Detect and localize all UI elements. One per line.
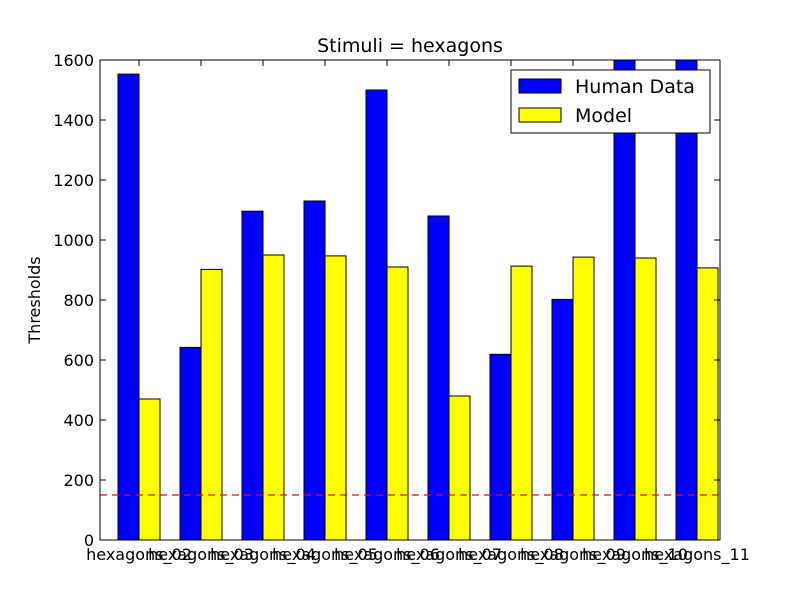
y-tick-label: 600 (63, 351, 94, 370)
bar-model-hexagons_08 (510, 265, 533, 541)
x-tick-label: hexagons_11 (644, 545, 750, 565)
bar-model-hexagons_05 (324, 255, 347, 541)
y-tick-label: 400 (63, 411, 94, 430)
bar-model-hexagons_11 (696, 267, 719, 541)
y-tick-label: 1200 (53, 171, 94, 190)
bar-human-hexagons_02 (117, 73, 140, 541)
bar-human-hexagons_09 (551, 298, 574, 541)
x-tick-label: hexagons_07 (396, 545, 502, 565)
bar-model-hexagons_07 (448, 395, 471, 541)
x-tick-label: hexagons_06 (334, 545, 440, 565)
bar-human-hexagons_07 (427, 215, 450, 541)
bar-model-hexagons_03 (200, 268, 223, 541)
y-axis-label: Thresholds (25, 256, 44, 344)
bar-human-hexagons_05 (303, 200, 326, 541)
bar-human-hexagons_06 (365, 89, 388, 541)
legend: Human Data Model (510, 69, 711, 134)
x-tick-label: hexagons_05 (272, 545, 378, 565)
x-tick-label: hexagons_10 (582, 545, 688, 565)
y-tick-label: 1400 (53, 111, 94, 130)
bar-human-hexagons_04 (241, 210, 264, 541)
y-tick-label: 1600 (53, 51, 94, 70)
y-tick-label: 1000 (53, 231, 94, 250)
legend-label-human: Human Data (575, 76, 695, 98)
y-tick-label: 800 (63, 291, 94, 310)
legend-swatch-human (518, 78, 562, 94)
bar-human-hexagons_03 (179, 346, 202, 541)
y-tick-label: 0 (84, 531, 94, 550)
bar-human-hexagons_08 (489, 353, 512, 541)
bar-model-hexagons_04 (262, 254, 285, 541)
bar-model-hexagons_02 (138, 398, 161, 541)
y-tick-label: 200 (63, 471, 94, 490)
legend-swatch-model (518, 107, 562, 123)
x-tick-label: hexagons_09 (520, 545, 626, 565)
legend-label-model: Model (575, 105, 632, 127)
x-tick-label: hexagons_08 (458, 545, 564, 565)
bars-group (117, 59, 719, 541)
x-tick-label: hexagons_04 (210, 545, 316, 565)
chart-title: Stimuli = hexagons (317, 35, 503, 57)
bar-model-hexagons_09 (572, 256, 595, 541)
ticks-group: 0 200 400 600 800 1000 1200 1400 1600 hexagons_02… (53, 51, 750, 565)
x-tick-label: hexagons_03 (148, 545, 254, 565)
bar-model-hexagons_10 (634, 257, 657, 541)
bar-model-hexagons_06 (386, 266, 409, 541)
x-tick-label: hexagons_02 (86, 545, 192, 565)
